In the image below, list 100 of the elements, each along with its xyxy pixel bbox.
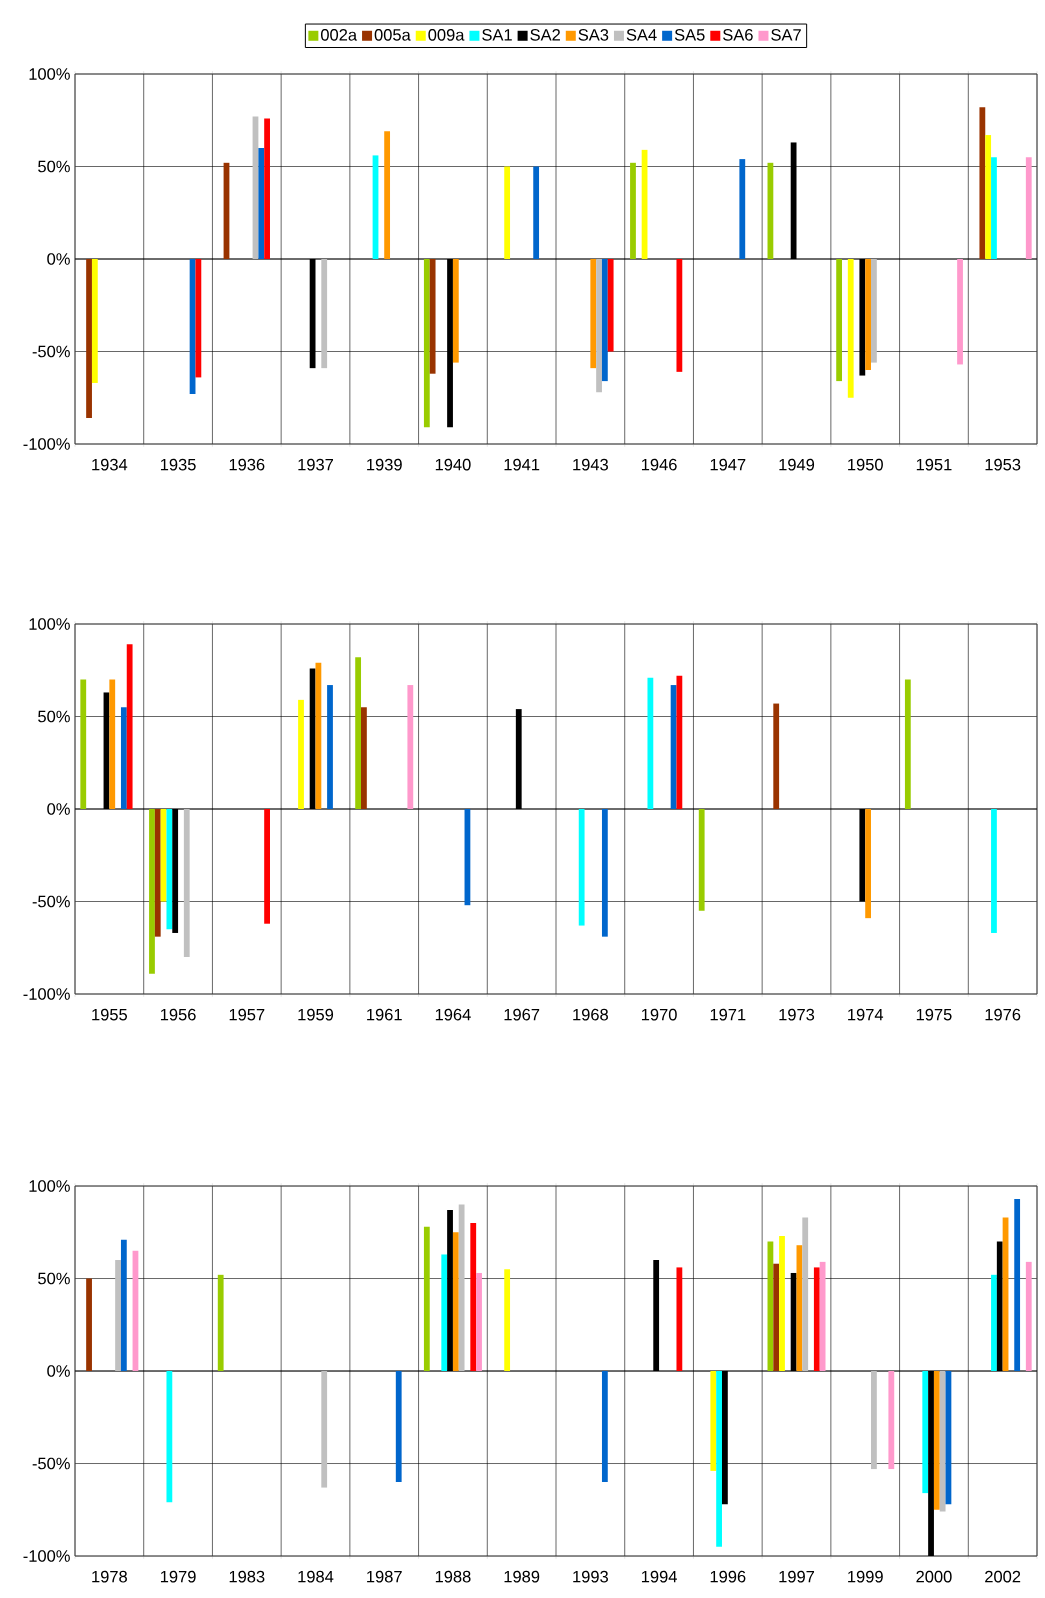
bar [166,1371,173,1503]
x-tick-label: 1975 [916,1008,952,1021]
bar [596,259,602,393]
bar [676,259,683,372]
legend-label: 002a [321,29,358,41]
x-tick-label: 1970 [641,1008,677,1021]
x-tick-label: 1940 [435,458,471,471]
bar [395,1371,402,1483]
bar [1025,157,1032,259]
bar [458,1204,465,1372]
x-tick-label: 1959 [298,1008,334,1021]
x-tick-label: 1997 [779,1570,815,1583]
x-tick-label: 2000 [916,1570,952,1583]
bar [871,259,877,363]
bar [154,809,161,937]
bar [166,809,173,930]
bar [847,259,854,398]
bar [264,118,270,259]
x-tick-label: 1973 [779,1008,815,1021]
bar [779,1235,785,1372]
bar [441,1254,448,1372]
x-tick-label: 1971 [710,1008,746,1021]
legend-label: SA1 [482,29,512,41]
y-tick-label: 50% [38,710,70,723]
bar [115,1260,121,1372]
bar [836,259,843,382]
x-tick-label: 1947 [710,458,746,471]
bar [813,1267,820,1372]
bar [327,685,333,810]
bar [739,159,746,259]
legend-label: SA3 [578,29,609,41]
x-tick-label: 1949 [779,458,815,471]
bar [607,259,614,352]
y-tick-label: -50% [32,895,70,908]
x-tick-label: 1987 [367,1570,402,1583]
y-tick-label: 0% [47,1365,70,1377]
x-tick-label: 1939 [367,458,402,471]
x-tick-label: 1946 [641,458,677,471]
bar [957,259,963,365]
bar [888,1371,895,1470]
bar [470,1223,477,1372]
y-tick-label: -100% [23,988,70,1000]
bar [149,809,155,974]
bar [773,703,780,810]
bar [647,677,654,810]
y-tick-label: 50% [38,160,70,173]
x-tick-label: 1950 [848,458,883,471]
x-tick-label: 1936 [229,458,265,471]
x-tick-label: 1978 [92,1570,127,1583]
x-tick-label: 1951 [916,458,952,471]
bar [452,1232,459,1372]
bar [321,1371,328,1488]
bar [716,1371,722,1547]
y-tick-label: -100% [23,1550,70,1562]
x-tick-label: 1979 [160,1570,196,1583]
bar [676,1267,683,1372]
x-tick-label: 1943 [573,458,608,471]
bar [1025,1261,1032,1372]
y-tick-label: -50% [32,345,70,358]
bar [590,259,597,369]
bar [86,259,92,419]
x-tick-label: 1935 [160,458,196,471]
legend-label: 005a [374,29,411,41]
y-tick-label: 50% [38,1272,70,1285]
bar [109,679,116,810]
bar [195,259,202,378]
bar [120,707,127,810]
x-tick-label: 1961 [367,1008,402,1021]
legend-label: SA2 [530,29,560,41]
y-tick-label: 0% [47,253,70,265]
bar [429,259,436,374]
bar [452,259,459,363]
bar [120,1239,127,1372]
bar [423,259,430,428]
x-tick-label: 1976 [985,1008,1021,1021]
bar [773,1263,780,1372]
bar [676,675,683,810]
bar [630,162,636,259]
x-tick-label: 1999 [848,1570,883,1583]
bar [183,809,190,958]
bar [601,259,608,382]
x-tick-label: 1937 [298,458,334,471]
bar [80,679,87,810]
bar [407,685,414,810]
y-tick-label: -50% [32,1457,70,1470]
bar [264,809,270,924]
bar [939,1371,946,1512]
bar [533,166,540,259]
bar [384,131,391,259]
legend-label: SA5 [674,29,705,41]
bar [871,1371,877,1470]
x-tick-label: 1941 [504,458,540,471]
x-tick-label: 1993 [573,1570,608,1583]
x-tick-label: 1956 [160,1008,196,1021]
bar [361,707,367,810]
legend-label: SA4 [626,29,657,41]
x-tick-label: 1934 [92,458,128,471]
bar [126,644,133,810]
bar [865,259,872,370]
bar [423,1226,430,1372]
